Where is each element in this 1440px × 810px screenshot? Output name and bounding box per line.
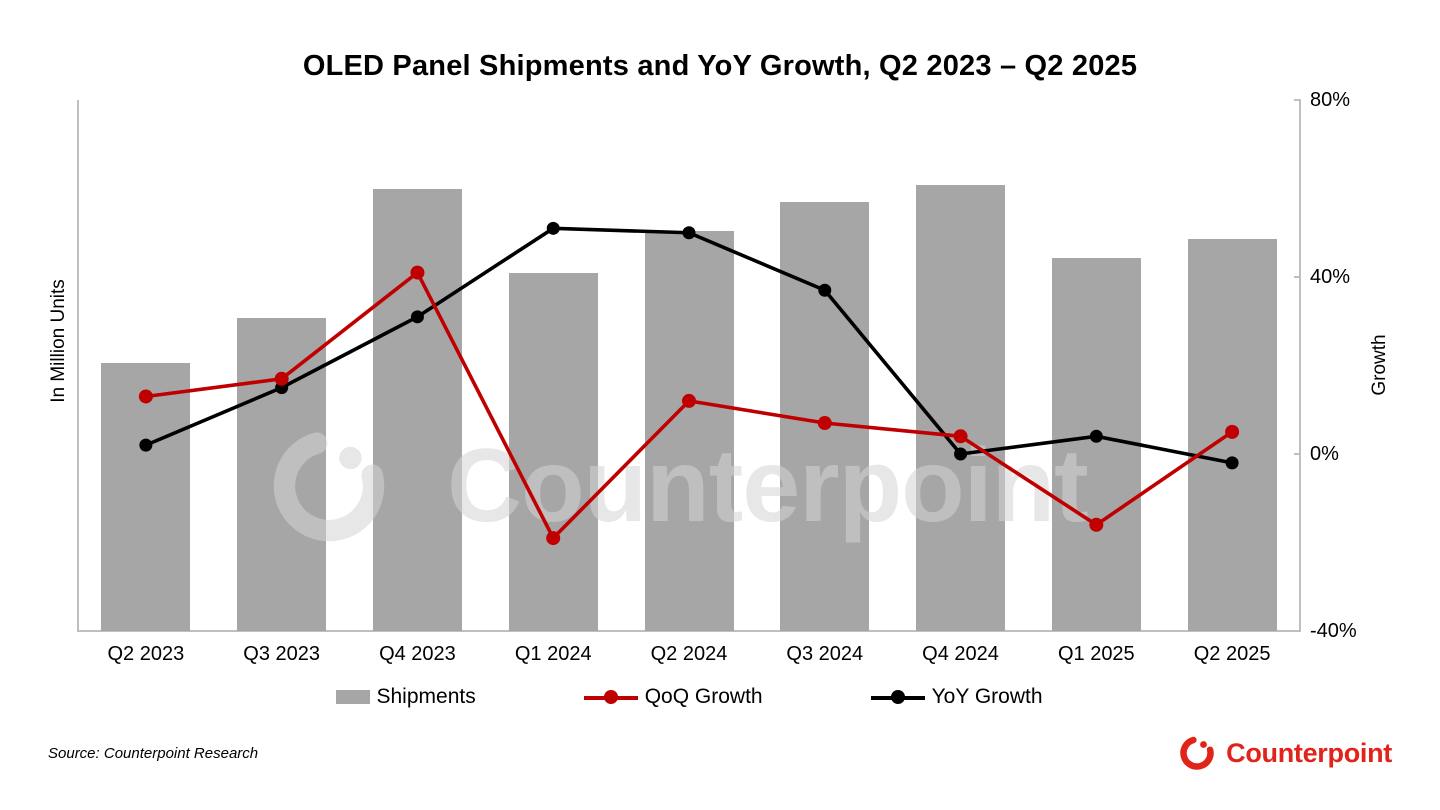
yoy-growth-point-q2-2024 (682, 226, 696, 240)
x-tick-label-q1-2024: Q1 2024 (514, 643, 592, 665)
shipments-bar-q2-2023 (101, 363, 191, 631)
yoy-growth-point-q2-2025 (1225, 456, 1239, 470)
qoq-growth-point-q4-2024 (953, 429, 968, 444)
qoq-growth-point-q1-2025 (1089, 517, 1104, 532)
yoy-growth-point-q3-2024 (818, 283, 832, 297)
growth-lines-layer (138, 221, 1240, 546)
qoq-line-swatch-icon (583, 690, 638, 704)
legend-item-shipments: Shipments (335, 685, 476, 709)
x-axis-baseline (78, 630, 1300, 632)
right-axis-tick-label-0: 0% (1310, 443, 1339, 465)
yoy-growth-point-q1-2025 (1089, 429, 1103, 443)
left-axis-line (77, 100, 79, 632)
yoy-growth-point-q4-2023 (410, 310, 424, 324)
qoq-growth-point-q1-2024 (546, 531, 561, 546)
right-axis-tick-mark (1294, 453, 1301, 455)
qoq-growth-point-q3-2023 (274, 371, 289, 386)
brand-logo: Counterpoint (1177, 733, 1392, 773)
qoq-growth-point-q2-2023 (138, 389, 153, 404)
shipments-bar-q1-2025 (1051, 258, 1141, 631)
right-axis-tick-label--40: -40% (1310, 620, 1357, 642)
legend-label-qoq: QoQ Growth (644, 685, 763, 708)
legend-label-shipments: Shipments (376, 685, 476, 708)
qoq-growth-point-q2-2025 (1225, 424, 1240, 439)
source-note: Source: Counterpoint Research (48, 745, 259, 762)
yoy-growth-point-q4-2024 (954, 447, 968, 461)
right-axis-tick-label-40: 40% (1310, 266, 1351, 288)
yoy-growth-point-q2-2023 (139, 438, 153, 452)
x-tick-label-q2-2023: Q2 2023 (107, 643, 185, 665)
yoy-growth-line (145, 226, 1233, 465)
qoq-growth-point-q3-2024 (817, 416, 832, 431)
legend: Shipments QoQ Growth YoY Growth (78, 685, 1300, 709)
brand-name: Counterpoint (1226, 737, 1392, 768)
right-axis-tick-label-80: 80% (1310, 89, 1351, 111)
right-axis-title: Growth (1369, 334, 1390, 396)
shipments-bar-q1-2024 (508, 273, 598, 631)
shipments-swatch-icon (335, 690, 370, 704)
yoy-growth-point-q1-2024 (546, 221, 560, 235)
counterpoint-logo-icon (1180, 736, 1214, 770)
right-axis-tick-mark (1294, 99, 1301, 101)
right-axis-tick-mark (1294, 630, 1301, 632)
x-tick-label-q2-2025: Q2 2025 (1193, 643, 1271, 665)
legend-item-yoy: YoY Growth (870, 685, 1043, 709)
shipments-bar-q4-2024 (916, 185, 1006, 631)
chart-title: OLED Panel Shipments and YoY Growth, Q2 … (302, 50, 1138, 82)
x-tick-label-q1-2025: Q1 2025 (1057, 643, 1135, 665)
x-tick-label-q2-2024: Q2 2024 (650, 643, 728, 665)
plot-area (78, 100, 1300, 631)
shipments-bar-q4-2023 (372, 189, 462, 631)
right-axis-line (1299, 100, 1301, 632)
legend-item-qoq: QoQ Growth (583, 685, 763, 709)
right-axis-tick-mark (1294, 276, 1301, 278)
left-axis-title: In Million Units (48, 279, 69, 403)
x-tick-label-q3-2023: Q3 2023 (243, 643, 321, 665)
x-tick-label-q3-2024: Q3 2024 (786, 643, 864, 665)
legend-label-yoy: YoY Growth (931, 685, 1043, 708)
x-tick-label-q4-2023: Q4 2023 (379, 643, 456, 665)
qoq-growth-point-q2-2024 (682, 393, 696, 408)
qoq-growth-point-q4-2023 (410, 265, 425, 280)
x-tick-label-q4-2024: Q4 2024 (922, 643, 999, 665)
yoy-line-swatch-icon (870, 690, 925, 704)
